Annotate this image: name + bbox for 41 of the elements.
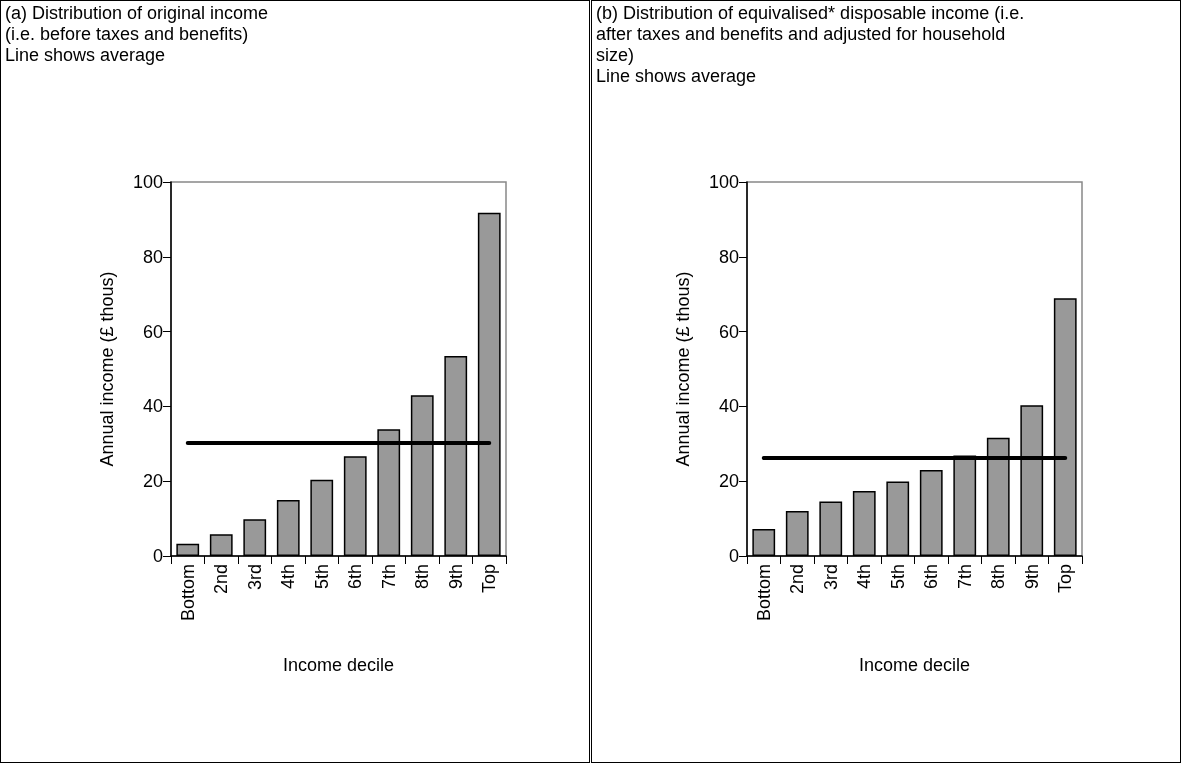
y-tick-label: 60 bbox=[142, 321, 163, 342]
y-tick-label: 100 bbox=[132, 172, 163, 192]
y-tick-label: 20 bbox=[718, 471, 739, 492]
y-tick-label: 0 bbox=[728, 546, 739, 566]
x-tick-label: 5th bbox=[887, 564, 908, 590]
chart-title: (b) Distribution of equivalised* disposable income (i.e. after taxes and benefits and adjusted for household size) bbox=[596, 3, 1026, 66]
x-tick-label: 2nd bbox=[211, 564, 232, 595]
chart-subtitle: (i.e. before taxes and benefits) bbox=[5, 24, 250, 45]
x-tick-label: 3rd bbox=[244, 564, 265, 591]
y-tick-label: 40 bbox=[718, 396, 739, 417]
text: Line shows average bbox=[596, 66, 758, 87]
y-tick-label: 0 bbox=[152, 546, 163, 566]
y-axis-title: Annual income (£ thous) bbox=[673, 271, 693, 467]
x-tick-label: 2nd bbox=[787, 564, 808, 595]
y-tick-label: 60 bbox=[718, 321, 739, 342]
x-tick-label: 9th bbox=[1021, 564, 1042, 590]
y-tick-label: 80 bbox=[142, 246, 163, 267]
x-tick-label: Top bbox=[479, 564, 500, 594]
y-tick-label: 20 bbox=[142, 471, 163, 492]
x-tick-label: 7th bbox=[378, 564, 399, 590]
x-tick-label: 9th bbox=[445, 564, 466, 590]
y-tick-label: 100 bbox=[708, 172, 739, 192]
x-tick-label: Top bbox=[1055, 564, 1076, 594]
x-tick-label: 3rd bbox=[820, 564, 841, 591]
y-tick-label: 80 bbox=[718, 246, 739, 267]
x-axis-title: Income decile bbox=[858, 655, 971, 675]
x-tick-label: 7th bbox=[954, 564, 975, 590]
x-tick-label: 4th bbox=[854, 564, 875, 590]
x-tick-label: Bottom bbox=[177, 564, 198, 622]
x-tick-label: 4th bbox=[278, 564, 299, 590]
x-tick-label: 8th bbox=[412, 564, 433, 590]
x-tick-label: 8th bbox=[988, 564, 1009, 590]
x-axis-title: Income decile bbox=[282, 655, 395, 675]
y-axis-title: Annual income (£ thous) bbox=[97, 271, 117, 467]
x-tick-label: 6th bbox=[345, 564, 366, 590]
x-tick-label: 5th bbox=[311, 564, 332, 590]
text: Line shows average bbox=[5, 45, 167, 66]
y-tick-label: 40 bbox=[142, 396, 163, 417]
x-tick-label: 6th bbox=[921, 564, 942, 590]
x-tick-label: Bottom bbox=[753, 564, 774, 622]
chart-title: (a) Distribution of original income bbox=[5, 3, 270, 24]
